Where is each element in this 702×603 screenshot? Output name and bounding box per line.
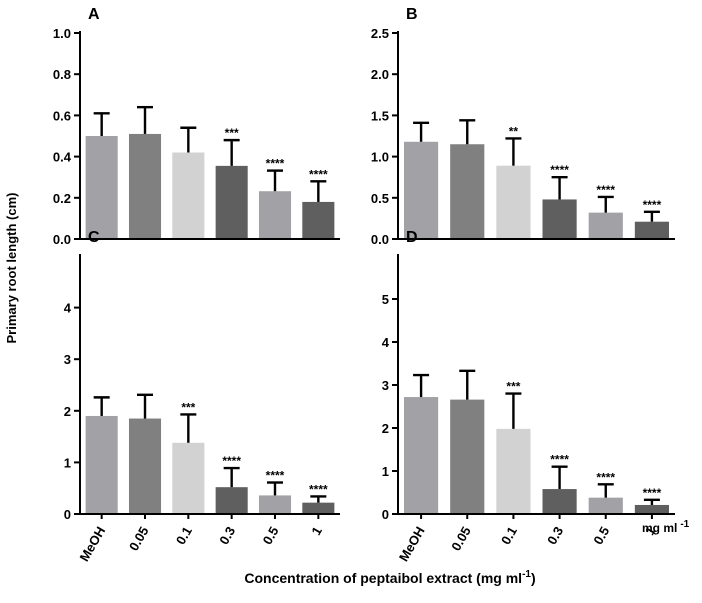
significance-c-2: ***: [181, 400, 195, 414]
bar-d-4: [588, 497, 623, 514]
y-tick-label-a-0: 0.0: [53, 232, 71, 247]
bar-d-5: [634, 504, 669, 514]
y-tick-label-d-2: 2: [382, 421, 389, 436]
y-tick-label-c-3: 3: [64, 352, 71, 367]
y-tick-label-b-1: 0.5: [371, 191, 389, 206]
bar-b-2: [496, 165, 531, 239]
x-tick-label-d-0: MeOH: [396, 524, 428, 564]
y-tick-label-b-2: 1.0: [371, 150, 389, 165]
y-tick-label-d-4: 4: [382, 335, 390, 350]
panel-a: ***********0.00.20.40.60.81.0A: [53, 6, 340, 247]
bar-a-3: [215, 165, 248, 239]
y-tick-label-b-0: 0.0: [371, 232, 389, 247]
significance-c-5: ****: [309, 482, 328, 496]
significance-b-4: ****: [596, 183, 615, 197]
significance-b-3: ****: [550, 163, 569, 177]
bar-d-0: [404, 397, 439, 514]
bar-d-3: [542, 489, 577, 514]
x-tick-label-d-3: 0.3: [544, 524, 566, 547]
x-tick-label-c-2: 0.1: [173, 524, 195, 547]
bar-c-4: [258, 495, 292, 514]
x-tick-label-c-5: 1: [308, 524, 325, 538]
x-axis-label-main: Concentration of peptaibol extract (mg m…: [244, 570, 522, 586]
y-tick-label-c-0: 0: [64, 507, 71, 522]
panels-group: ***********0.00.20.40.60.81.0A**********…: [53, 6, 675, 564]
bar-d-1: [450, 399, 485, 514]
panel-letter-b: B: [406, 6, 418, 23]
significance-d-4: ****: [596, 470, 615, 484]
y-tick-label-a-5: 1.0: [53, 26, 71, 41]
y-tick-label-a-4: 0.8: [53, 67, 71, 82]
y-tick-label-c-1: 1: [64, 455, 71, 470]
bar-c-0: [85, 415, 118, 514]
bar-a-5: [302, 201, 335, 239]
bar-a-2: [172, 152, 205, 239]
bar-b-1: [450, 144, 485, 239]
y-tick-label-d-3: 3: [382, 378, 389, 393]
bar-a-0: [85, 136, 118, 239]
y-tick-label-d-5: 5: [382, 292, 389, 307]
panel-b: **************0.00.51.01.52.02.5B: [371, 6, 675, 247]
significance-d-3: ****: [550, 453, 569, 467]
significance-a-5: ****: [309, 167, 328, 181]
y-tick-label-d-0: 0: [382, 507, 389, 522]
panel-unit-sup: -1: [680, 519, 689, 530]
x-axis-label: Concentration of peptaibol extract (mg m…: [244, 569, 535, 586]
significance-a-4: ****: [266, 157, 285, 171]
bar-c-3: [215, 487, 248, 514]
significance-d-2: ***: [506, 380, 520, 394]
y-tick-label-d-1: 1: [382, 464, 389, 479]
panel-unit-label: mg ml -1: [642, 519, 690, 535]
panel-letter-c: C: [88, 229, 100, 246]
bar-a-4: [258, 191, 292, 239]
panel-letter-a: A: [88, 6, 100, 23]
x-tick-label-d-1: 0.05: [448, 524, 474, 553]
bar-b-5: [634, 221, 669, 239]
x-tick-label-c-1: 0.05: [126, 524, 152, 553]
significance-b-5: ****: [643, 198, 662, 212]
panel-letter-d: D: [406, 229, 418, 246]
y-tick-label-c-2: 2: [64, 404, 71, 419]
y-axis-label: Primary root length (cm): [4, 193, 19, 344]
y-tick-label-b-4: 2.0: [371, 67, 389, 82]
panel-c: MeOH 0.05 *** 0.1 **** 0.3 **** 0.5 **** 1 0 1 2 3 4 C: [64, 229, 340, 564]
y-tick-label-a-3: 0.6: [53, 108, 71, 123]
x-tick-label-d-4: 0.5: [590, 524, 612, 547]
bar-b-0: [404, 141, 439, 239]
x-tick-label-d-2: 0.1: [498, 524, 520, 547]
bar-a-1: [128, 133, 162, 239]
bar-c-1: [128, 418, 162, 514]
panel-unit-main: mg ml: [642, 521, 677, 535]
x-axis-label-close: ): [531, 570, 536, 586]
bar-d-2: [496, 428, 531, 514]
y-tick-label-b-5: 2.5: [371, 26, 389, 41]
bar-c-5: [302, 502, 335, 514]
x-tick-label-c-0: MeOH: [76, 524, 108, 564]
significance-a-3: ***: [225, 126, 239, 140]
x-tick-label-c-3: 0.3: [216, 524, 238, 547]
x-tick-label-c-4: 0.5: [260, 524, 282, 547]
significance-d-5: ****: [643, 486, 662, 500]
significance-b-2: **: [509, 124, 519, 138]
y-tick-label-a-2: 0.4: [53, 150, 72, 165]
x-axis-label-sup: -1: [522, 569, 531, 580]
bar-b-3: [542, 199, 577, 239]
significance-c-3: ****: [222, 454, 241, 468]
y-tick-label-b-3: 1.5: [371, 108, 389, 123]
significance-c-4: ****: [266, 469, 285, 483]
y-tick-label-c-4: 4: [64, 301, 72, 316]
bar-b-4: [588, 212, 623, 239]
bar-c-2: [172, 442, 205, 514]
y-tick-label-a-1: 0.2: [53, 191, 71, 206]
